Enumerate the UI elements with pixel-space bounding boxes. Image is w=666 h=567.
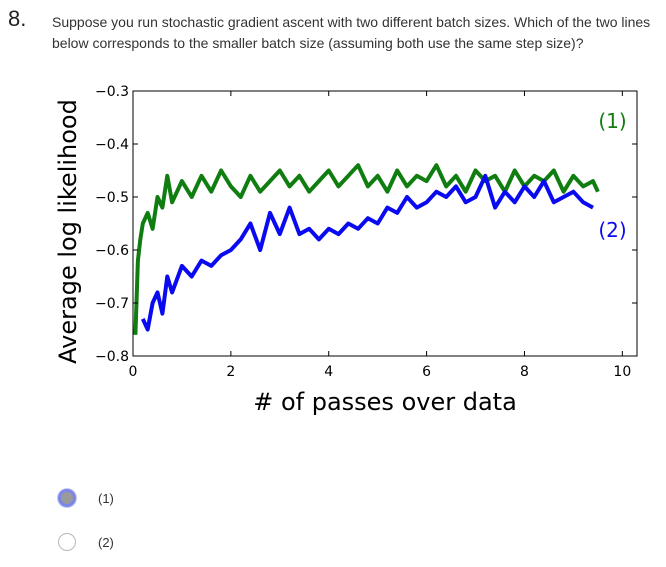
y-axis-label: Average log likelihood [54,99,82,364]
y-tick-label: −0.3 [95,84,129,100]
annotation-label-2: (2) [598,218,626,242]
x-tick-label: 6 [422,364,431,380]
y-tick-label: −0.6 [95,243,129,259]
option-2-radio[interactable] [58,533,76,551]
question-number: 8. [8,6,27,31]
question-text: Suppose you run stochastic gradient asce… [52,14,651,51]
option-1-label: (1) [98,490,114,506]
annotation-label-1: (1) [598,109,626,133]
x-tick-label: 8 [520,364,529,380]
option-1[interactable]: (1) [58,489,114,507]
series-line-1 [133,163,600,335]
y-tick-label: −0.4 [95,137,129,153]
x-tick-label: 2 [226,364,235,380]
option-1-radio[interactable] [58,489,76,507]
option-2[interactable]: (2) [58,533,114,551]
x-tick-label: 10 [613,364,631,380]
plot-frame [132,90,638,357]
y-tick-label: −0.8 [95,349,129,365]
x-tick-label: 0 [129,364,138,380]
x-tick-label: 4 [324,364,333,380]
option-2-label: (2) [98,534,114,550]
line-chart: 0 2 4 6 8 10 −0.8 −0.7 −0.6 −0.5 −0.4 −0.3 (1) (2) #… [54,84,638,416]
series-line-2 [140,173,594,332]
x-axis-label: # of passes over data [253,388,517,416]
y-tick-label: −0.7 [95,296,129,312]
y-tick-label: −0.5 [95,190,129,206]
